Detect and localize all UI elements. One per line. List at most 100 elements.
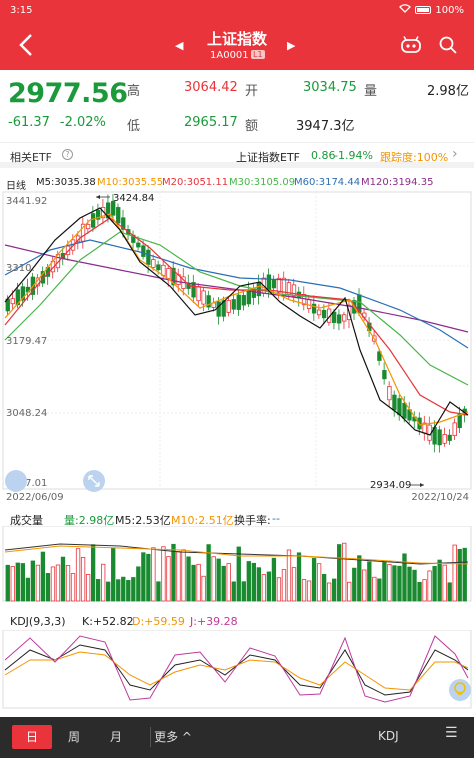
- status-right: 100%: [399, 4, 464, 16]
- candle: [306, 299, 312, 309]
- ma60-value: M60:3174.44: [294, 177, 361, 188]
- candle: [15, 289, 20, 306]
- volume-bar: [176, 551, 181, 602]
- volume-bar: [236, 546, 241, 602]
- volume-bar: [181, 549, 186, 602]
- axis-price-mid3: 3048.24: [6, 408, 47, 419]
- volume-bar: [10, 566, 15, 602]
- change-percent: -2.02%: [59, 115, 106, 130]
- kline-chart[interactable]: 3441.92 3310. 3179.47 3048.24 2917.01 34…: [0, 190, 474, 490]
- volume-bar: [221, 565, 226, 602]
- tab-more[interactable]: 更多 ^: [154, 730, 192, 744]
- high-annotation: 3424.84: [113, 193, 154, 204]
- back-icon[interactable]: [18, 32, 34, 63]
- menu-icon[interactable]: ☰: [445, 725, 458, 741]
- high-label: 高: [127, 84, 141, 99]
- volume-bar: [151, 547, 156, 602]
- start-date: 2022/06/09: [6, 492, 64, 503]
- tab-week[interactable]: 周: [67, 730, 80, 744]
- volume-bar: [407, 566, 412, 602]
- volume-bar: [251, 562, 256, 602]
- ma-legend: 日线 M5:3035.38 M10:3035.55 M20:3051.11 M3…: [0, 175, 474, 192]
- volume-bar: [266, 571, 272, 602]
- volume-bar: [357, 555, 362, 602]
- expand-icon[interactable]: [83, 470, 105, 492]
- volume-bar: [35, 564, 41, 602]
- kdj-k: K:+52.82: [82, 615, 134, 628]
- kdj-k-line: [4, 644, 469, 696]
- chevron-right-icon[interactable]: ›: [452, 146, 458, 162]
- amount-label: 额: [245, 119, 259, 134]
- volume-bar: [362, 569, 367, 602]
- volume-bar: [80, 556, 86, 602]
- candle: [402, 402, 407, 419]
- axis-price-mid1: 3310.: [6, 263, 35, 274]
- candle: [161, 264, 166, 276]
- status-time: 3:15: [10, 5, 33, 16]
- lightbulb-icon[interactable]: [449, 679, 471, 701]
- high-value: 3064.42: [184, 80, 238, 95]
- etf-price: 0.86: [311, 149, 336, 162]
- volume-bar: [121, 576, 126, 602]
- tab-day[interactable]: 日: [12, 725, 52, 749]
- volume-bar: [90, 544, 96, 602]
- volume-bar: [442, 564, 447, 602]
- help-icon[interactable]: ?: [62, 149, 73, 160]
- candle: [437, 429, 442, 446]
- battery-icon: [415, 6, 432, 14]
- volume-bar: [206, 544, 211, 602]
- kdj-d: D:+59.59: [132, 615, 185, 628]
- volume-bar: [191, 564, 196, 602]
- candle: [397, 398, 402, 416]
- candle: [201, 290, 206, 305]
- indicator-selector[interactable]: KDJ: [378, 729, 399, 743]
- volume-bar: [397, 565, 402, 602]
- low-value: 2965.17: [184, 115, 238, 130]
- turnover-value: --: [272, 512, 280, 525]
- volume-bar: [201, 575, 206, 602]
- volume-label: 量: [364, 84, 378, 99]
- volume-bar: [462, 547, 467, 602]
- candle: [387, 385, 392, 401]
- volume-bar: [337, 544, 342, 602]
- kdj-j-line: [4, 635, 469, 703]
- volume-bar: [377, 578, 382, 602]
- ma10-value: M10:3035.55: [97, 177, 164, 188]
- ma10-line: [4, 213, 469, 426]
- volume-bar: [111, 547, 116, 602]
- volume-bar: [301, 579, 307, 602]
- candle: [20, 286, 25, 301]
- kdj-d-line: [4, 651, 469, 691]
- candle: [206, 295, 211, 308]
- open-value: 3034.75: [303, 80, 357, 95]
- candle: [392, 394, 397, 411]
- volume-chart: [2, 526, 472, 602]
- candle: [146, 249, 151, 265]
- tab-month[interactable]: 月: [109, 730, 122, 744]
- related-etf-label: 相关ETF: [10, 151, 52, 164]
- prev-stock-icon[interactable]: ◀: [175, 39, 184, 52]
- volume-bar: [65, 565, 71, 602]
- candle: [382, 370, 387, 380]
- open-label: 开: [245, 84, 259, 99]
- volume-bar: [246, 561, 251, 602]
- level-badge: L1: [251, 50, 265, 59]
- candle: [231, 299, 236, 310]
- volume-bar: [372, 576, 377, 602]
- ma60-line: [4, 239, 469, 349]
- candlestick-series: [5, 194, 467, 453]
- related-etf-row[interactable]: 相关ETF ? 上证指数ETF 0.86 -1.94% 跟踪度:100% ›: [0, 142, 474, 168]
- date-axis: 2022/06/09 2022/10/24: [0, 491, 474, 505]
- scroll-left-icon[interactable]: [5, 470, 27, 492]
- volume-bar: [15, 562, 20, 602]
- volume-bar: [95, 579, 101, 602]
- volume-bar: [332, 578, 337, 602]
- search-icon[interactable]: [438, 35, 458, 55]
- candle: [85, 223, 91, 230]
- candle: [141, 245, 146, 257]
- robot-icon[interactable]: [400, 36, 422, 54]
- volume-bar: [60, 556, 66, 602]
- candle: [316, 309, 322, 316]
- next-stock-icon[interactable]: ▶: [287, 39, 296, 52]
- volume-bar: [196, 563, 201, 602]
